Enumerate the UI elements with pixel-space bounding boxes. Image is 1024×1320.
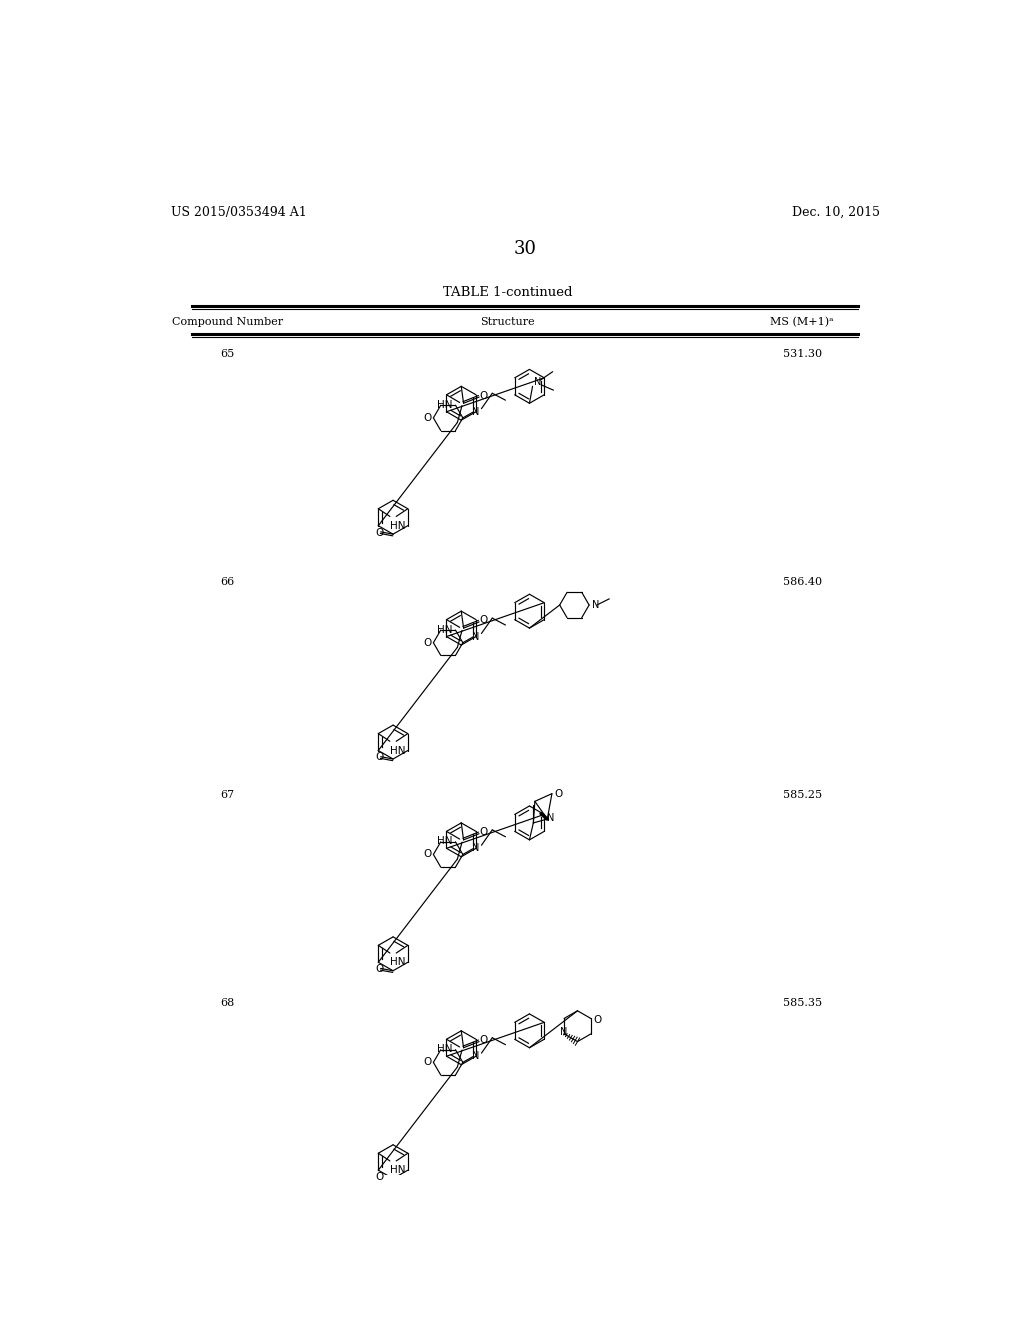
Text: N: N	[472, 843, 479, 853]
Text: HN: HN	[390, 520, 406, 531]
Text: US 2015/0353494 A1: US 2015/0353494 A1	[171, 206, 306, 219]
Text: 585.35: 585.35	[782, 998, 822, 1007]
Text: TABLE 1-continued: TABLE 1-continued	[443, 286, 572, 300]
Text: N: N	[548, 813, 555, 822]
Text: O: O	[375, 528, 383, 537]
Text: HN: HN	[437, 400, 453, 409]
Text: Structure: Structure	[480, 317, 536, 327]
Text: O: O	[593, 1015, 601, 1026]
Text: O: O	[424, 850, 432, 859]
Text: HN: HN	[437, 624, 453, 635]
Text: N: N	[472, 631, 479, 642]
Text: 66: 66	[220, 577, 234, 586]
Text: O: O	[375, 1172, 383, 1183]
Text: 586.40: 586.40	[782, 577, 822, 586]
Text: O: O	[424, 638, 432, 648]
Text: O: O	[375, 752, 383, 763]
Text: 68: 68	[220, 998, 234, 1007]
Text: HN: HN	[390, 1166, 406, 1175]
Text: 531.30: 531.30	[782, 350, 822, 359]
Text: N: N	[535, 378, 542, 388]
Text: Dec. 10, 2015: Dec. 10, 2015	[792, 206, 880, 219]
Text: N: N	[472, 1051, 479, 1061]
Text: 585.25: 585.25	[782, 789, 822, 800]
Text: O: O	[424, 1057, 432, 1068]
Text: 67: 67	[220, 789, 234, 800]
Text: O: O	[479, 391, 487, 400]
Text: 65: 65	[220, 350, 234, 359]
Text: O: O	[424, 413, 432, 422]
Text: HN: HN	[390, 746, 406, 755]
Text: HN: HN	[390, 957, 406, 968]
Text: HN: HN	[437, 837, 453, 846]
Text: N: N	[592, 601, 599, 610]
Text: O: O	[479, 1035, 487, 1045]
Text: 30: 30	[513, 240, 537, 257]
Text: N: N	[560, 1027, 567, 1038]
Text: O: O	[479, 828, 487, 837]
Text: Compound Number: Compound Number	[172, 317, 283, 327]
Text: N: N	[472, 407, 479, 417]
Text: O: O	[375, 964, 383, 974]
Text: O: O	[479, 615, 487, 626]
Text: MS (M+1)ᵃ: MS (M+1)ᵃ	[770, 317, 834, 327]
Text: O: O	[554, 788, 562, 799]
Text: HN: HN	[437, 1044, 453, 1055]
